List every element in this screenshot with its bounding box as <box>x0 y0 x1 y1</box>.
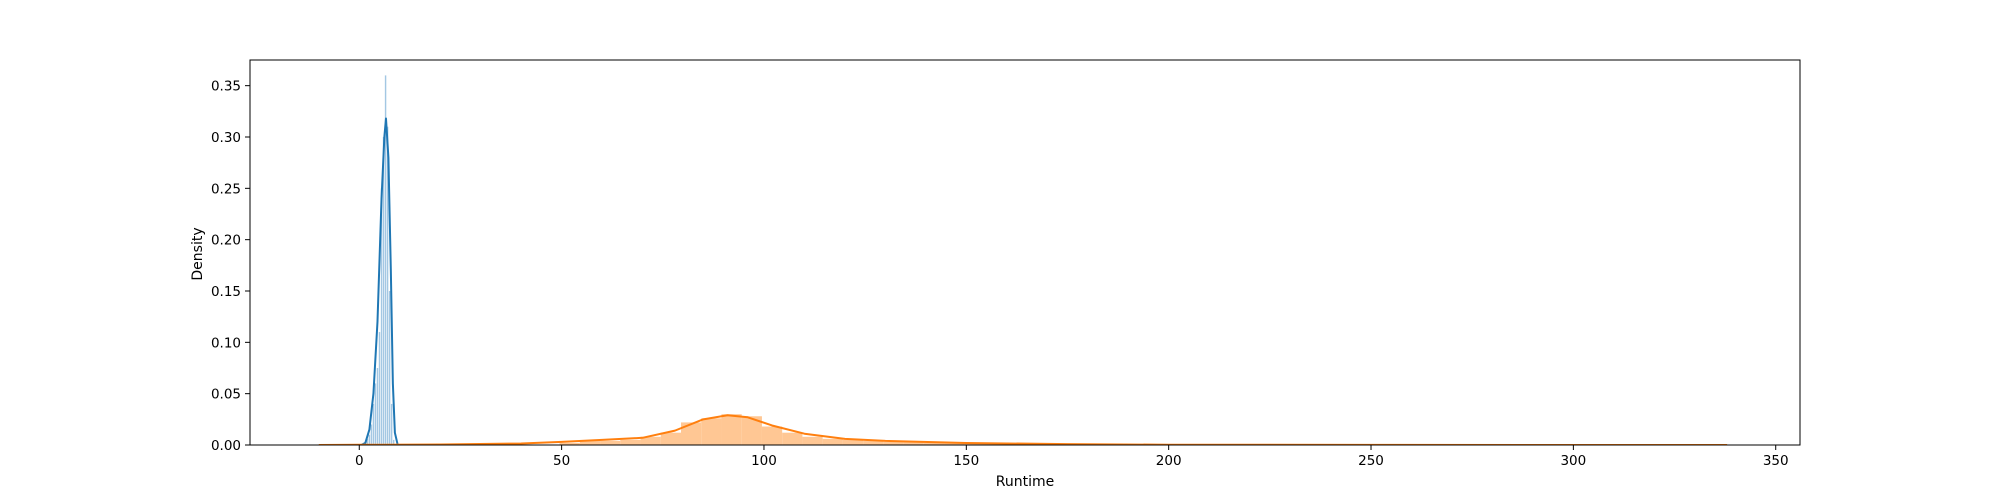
hist-bar <box>382 137 385 445</box>
y-tick-label: 0.15 <box>211 284 241 300</box>
y-tick-label: 0.25 <box>211 181 241 197</box>
hist-bar <box>741 416 762 445</box>
hist-bar <box>366 438 369 445</box>
hist-bar <box>579 440 601 445</box>
hist-bar <box>372 403 375 445</box>
hist-bar <box>620 439 641 445</box>
hist-bar <box>944 442 965 445</box>
y-tick-label: 0.10 <box>211 335 241 351</box>
hist-bar <box>384 75 387 445</box>
hist-bar <box>883 441 904 445</box>
hist-bar <box>386 126 389 445</box>
hist-bar <box>374 383 377 445</box>
hist-bar <box>701 418 722 445</box>
x-tick-label: 300 <box>1560 453 1586 469</box>
x-tick-label: 50 <box>553 453 570 469</box>
hist-bar <box>903 441 924 445</box>
hist-bar <box>782 432 803 445</box>
hist-bar <box>640 436 661 445</box>
hist-bar <box>660 432 682 445</box>
hist-bar <box>392 439 395 445</box>
y-tick-label: 0.00 <box>211 438 241 454</box>
hist-bar <box>964 443 985 445</box>
hist-bar <box>863 440 884 445</box>
x-axis: 0 50 100 150 200 250 300 350 <box>355 445 1789 469</box>
series-0 <box>360 75 399 445</box>
y-tick-label: 0.20 <box>211 233 241 249</box>
hist-bar <box>378 332 381 445</box>
hist-bar <box>376 368 379 445</box>
hist-bar <box>681 422 702 445</box>
y-tick-label: 0.30 <box>211 130 241 146</box>
hist-bar <box>388 291 391 445</box>
hist-bar <box>842 439 864 445</box>
hist-bar <box>761 426 783 445</box>
x-tick-label: 200 <box>1156 453 1182 469</box>
hist-bar <box>380 188 383 445</box>
hist-bar <box>822 438 843 445</box>
hist-bar <box>923 442 945 445</box>
hist-bar <box>721 414 742 445</box>
plot-background <box>250 60 1800 445</box>
y-axis: 0.00 0.05 0.10 0.15 0.20 0.25 0.30 0.35 <box>211 79 250 454</box>
x-tick-label: 150 <box>953 453 979 469</box>
x-tick-label: 350 <box>1763 453 1789 469</box>
plot-frame <box>249 59 1801 446</box>
kde-line <box>360 117 399 445</box>
hist-bar <box>559 442 580 445</box>
hist-bar <box>984 443 1005 445</box>
hist-bar <box>802 436 823 445</box>
hist-bar <box>368 434 371 445</box>
hist-bar <box>600 440 621 445</box>
hist-bar <box>390 403 393 445</box>
x-tick-label: 250 <box>1358 453 1384 469</box>
y-tick-label: 0.35 <box>211 79 241 95</box>
hist-bar <box>370 424 373 445</box>
x-axis-label: Runtime <box>996 474 1054 490</box>
x-tick-label: 100 <box>751 453 777 469</box>
y-tick-label: 0.05 <box>211 387 241 403</box>
y-axis-label: Density <box>190 227 206 280</box>
x-tick-label: 0 <box>355 453 364 469</box>
